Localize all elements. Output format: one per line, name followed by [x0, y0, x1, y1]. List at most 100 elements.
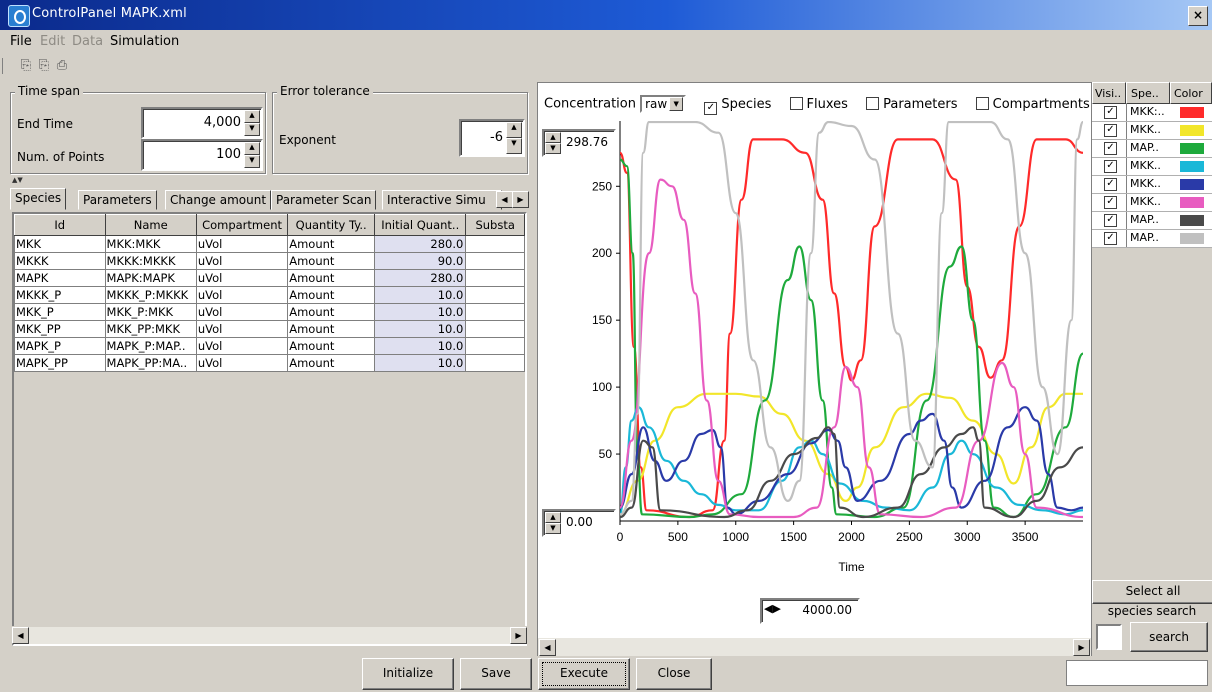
checkbox-checked-icon[interactable]: ✓ [1104, 106, 1117, 119]
cell-initial-quantity[interactable]: 10.0 [374, 286, 467, 304]
menu-simulation[interactable]: Simulation [110, 34, 180, 49]
spin-down-icon[interactable]: ▼ [506, 138, 522, 154]
cell-compartment[interactable]: uVol [195, 235, 289, 253]
spin-up-icon[interactable]: ▲ [545, 512, 561, 523]
cell-quantity-type[interactable]: Amount [287, 320, 376, 338]
print-icon[interactable]: ⎙ [56, 58, 68, 73]
table-row[interactable]: MAPK_P MAPK_P:MAP.. uVol Amount 10.0 [14, 337, 525, 355]
column-header-compartment[interactable]: Compartment [195, 214, 289, 236]
legend-row[interactable]: ✓ MAP.. [1092, 230, 1212, 248]
xmax-arrows-icon[interactable]: ◀▶ [764, 602, 781, 615]
cell-id[interactable]: MKK_PP [14, 320, 106, 338]
save-file-icon[interactable]: ⎘ [38, 58, 50, 73]
cell-name[interactable]: MKK_PP:MKK [104, 320, 197, 338]
cell-substance[interactable] [465, 252, 525, 270]
table-row[interactable]: MKK MKK:MKK uVol Amount 280.0 [14, 235, 525, 253]
column-header-id[interactable]: Id [14, 214, 106, 236]
end-time-spinner[interactable]: 4,000 ▲ ▼ [141, 107, 263, 139]
checkbox-checked-icon[interactable]: ✓ [704, 101, 718, 115]
cell-quantity-type[interactable]: Amount [287, 269, 376, 287]
cell-compartment[interactable]: uVol [195, 337, 289, 355]
checkbox-empty-icon[interactable] [789, 96, 803, 110]
cell-quantity-type[interactable]: Amount [287, 286, 376, 304]
legend-row[interactable]: ✓ MAP.. [1092, 140, 1212, 158]
cell-initial-quantity[interactable]: 10.0 [374, 354, 467, 372]
checkbox-empty-icon[interactable] [866, 96, 880, 110]
cell-name[interactable]: MAPK_PP:MA.. [104, 354, 197, 372]
cell-id[interactable]: MAPK_P [14, 337, 106, 355]
checkbox-checked-icon[interactable]: ✓ [1104, 142, 1117, 155]
cell-quantity-type[interactable]: Amount [287, 354, 376, 372]
cell-substance[interactable] [465, 337, 525, 355]
checkbox-checked-icon[interactable]: ✓ [1104, 178, 1117, 191]
exponent-spinner[interactable]: -6 ▲ ▼ [459, 119, 525, 157]
cell-substance[interactable] [465, 269, 525, 287]
legend-color-swatch[interactable] [1180, 233, 1204, 244]
spin-up-icon[interactable]: ▲ [244, 110, 260, 123]
splitter-arrows-icon[interactable]: ▲▼ [12, 176, 23, 184]
table-row[interactable]: MAPK_PP MAPK_PP:MA.. uVol Amount 10.0 [14, 354, 525, 372]
initialize-button[interactable]: Initialize [362, 658, 454, 690]
cell-substance[interactable] [465, 286, 525, 304]
cell-quantity-type[interactable]: Amount [287, 337, 376, 355]
cell-name[interactable]: MAPK:MAPK [104, 269, 197, 287]
cell-id[interactable]: MKK_P [14, 303, 106, 321]
legend-color-swatch[interactable] [1180, 107, 1204, 118]
legend-header-color[interactable]: Color [1170, 82, 1212, 104]
legend-color-swatch[interactable] [1180, 125, 1204, 136]
menu-data[interactable]: Data [72, 34, 104, 49]
spin-up-icon[interactable]: ▲ [545, 132, 561, 143]
spin-down-icon[interactable]: ▼ [244, 155, 260, 168]
cell-substance[interactable] [465, 303, 525, 321]
cell-name[interactable]: MKK:MKK [104, 235, 197, 253]
ymin-spinner[interactable]: ▲ ▼ 0.00 [542, 509, 616, 537]
legend-color-swatch[interactable] [1180, 161, 1204, 172]
spin-down-icon[interactable]: ▼ [545, 523, 561, 534]
cell-id[interactable]: MAPK_PP [14, 354, 106, 372]
tab-scroll-left-icon[interactable]: ◀ [496, 191, 513, 208]
select-all-button[interactable]: Select all [1092, 580, 1212, 604]
tab-parameter-scan[interactable]: Parameter Scan [271, 190, 377, 210]
species-checkbox[interactable]: ✓ Species [704, 97, 771, 115]
cell-compartment[interactable]: uVol [195, 320, 289, 338]
legend-row[interactable]: ✓ MKK:.. [1092, 104, 1212, 122]
table-row[interactable]: MKKK MKKK:MKKK uVol Amount 90.0 [14, 252, 525, 270]
num-points-spinner[interactable]: 100 ▲ ▼ [141, 139, 263, 171]
scroll-left-icon[interactable]: ◀ [12, 627, 29, 644]
legend-color-swatch[interactable] [1180, 143, 1204, 154]
ymax-spinner[interactable]: ▲ ▼ 298.76 [542, 129, 616, 157]
cell-name[interactable]: MKKK_P:MKKK [104, 286, 197, 304]
species-search-input[interactable] [1096, 624, 1122, 650]
column-header-initial-quantity[interactable]: Initial Quant.. [374, 214, 467, 236]
checkbox-checked-icon[interactable]: ✓ [1104, 196, 1117, 209]
cell-name[interactable]: MAPK_P:MAP.. [104, 337, 197, 355]
fluxes-checkbox[interactable]: Fluxes [789, 96, 848, 112]
cell-initial-quantity[interactable]: 10.0 [374, 303, 467, 321]
cell-initial-quantity[interactable]: 10.0 [374, 337, 467, 355]
scroll-left-icon[interactable]: ◀ [539, 639, 556, 656]
legend-row[interactable]: ✓ MAP.. [1092, 212, 1212, 230]
checkbox-checked-icon[interactable]: ✓ [1104, 160, 1117, 173]
checkbox-checked-icon[interactable]: ✓ [1104, 214, 1117, 227]
cell-substance[interactable] [465, 354, 525, 372]
table-horizontal-scrollbar[interactable]: ◀ ▶ [12, 626, 527, 644]
tab-species[interactable]: Species [10, 188, 67, 210]
legend-header-visible[interactable]: Visi.. [1092, 82, 1126, 104]
cell-id[interactable]: MAPK [14, 269, 106, 287]
tab-interactive-simulation[interactable]: Interactive Simu [382, 190, 502, 210]
xmax-spinner[interactable]: ◀▶ 4000.00 [760, 598, 860, 624]
cell-initial-quantity[interactable]: 280.0 [374, 269, 467, 287]
cell-quantity-type[interactable]: Amount [287, 235, 376, 253]
column-header-quantity-type[interactable]: Quantity Ty.. [287, 214, 376, 236]
column-header-substance[interactable]: Substa [465, 214, 525, 236]
open-file-icon[interactable]: ⎘ [20, 58, 32, 73]
close-button[interactable]: Close [636, 658, 712, 690]
spin-down-icon[interactable]: ▼ [244, 123, 260, 136]
cell-compartment[interactable]: uVol [195, 269, 289, 287]
cell-name[interactable]: MKKK:MKKK [104, 252, 197, 270]
cell-compartment[interactable]: uVol [195, 252, 289, 270]
window-close-button[interactable]: × [1188, 6, 1208, 26]
legend-row[interactable]: ✓ MKK.. [1092, 158, 1212, 176]
cell-substance[interactable] [465, 320, 525, 338]
cell-initial-quantity[interactable]: 10.0 [374, 320, 467, 338]
